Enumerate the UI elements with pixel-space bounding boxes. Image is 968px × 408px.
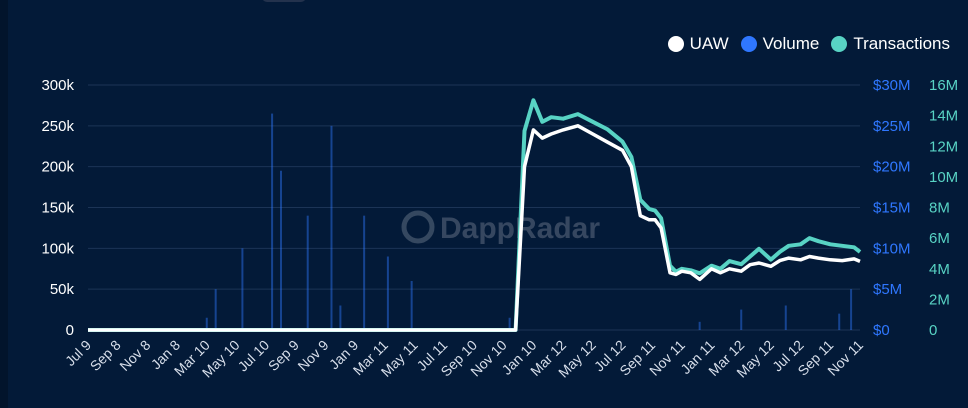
y-tick-label-uaw: 100k xyxy=(41,240,74,257)
y-tick-label-uaw: 150k xyxy=(41,200,74,217)
volume-bar xyxy=(410,281,413,330)
chart-legend: UAW Volume Transactions xyxy=(667,34,950,54)
y-axis-uaw: 0 50k 100k 150k 200k 250k 300k xyxy=(41,77,74,339)
y-tick-label-transactions: 16M xyxy=(929,77,958,94)
y-tick-label-volume: $20M xyxy=(873,159,911,176)
legend-dot-uaw xyxy=(667,36,684,52)
volume-bar xyxy=(850,289,853,330)
volume-bar xyxy=(280,170,282,330)
y-tick-label-volume: $30M xyxy=(873,77,911,94)
volume-bar xyxy=(330,125,333,330)
left-edge-strip xyxy=(0,0,8,408)
top-tab-indicator xyxy=(262,0,306,2)
y-axis-volume: $0 $5M $10M $15M $20M $25M $30M xyxy=(873,77,911,339)
x-tick-label: Sep 9 xyxy=(265,337,302,374)
y-tick-label-transactions: 6M xyxy=(929,230,950,247)
volume-bar xyxy=(205,317,208,330)
legend-item-uaw[interactable]: UAW xyxy=(667,34,729,54)
watermark-circle-icon xyxy=(401,210,435,244)
legend-label-transactions: Transactions xyxy=(853,34,950,53)
legend-item-volume[interactable]: Volume xyxy=(740,34,820,54)
volume-bar xyxy=(838,313,841,330)
x-tick-label: Sep 8 xyxy=(87,337,124,374)
volume-bar xyxy=(306,215,309,330)
y-tick-label-transactions: 4M xyxy=(929,261,950,278)
volume-bar xyxy=(508,317,511,330)
volume-bar xyxy=(339,305,342,330)
legend-label-uaw: UAW xyxy=(689,34,729,53)
y-tick-label-uaw: 300k xyxy=(41,77,74,94)
legend-dot-volume xyxy=(740,36,757,52)
y-tick-label-volume: $10M xyxy=(873,240,911,257)
legend-dot-transactions xyxy=(831,36,848,52)
x-tick-label: Nov 9 xyxy=(294,337,331,374)
x-tick-label: Nov 8 xyxy=(116,337,153,374)
legend-item-transactions[interactable]: Transactions xyxy=(831,34,950,54)
y-tick-label-transactions: 2M xyxy=(929,291,950,308)
y-tick-label-volume: $5M xyxy=(873,281,902,298)
y-tick-label-volume: $15M xyxy=(873,200,911,217)
y-tick-label-uaw: 250k xyxy=(41,118,74,135)
volume-bars xyxy=(205,113,853,330)
y-tick-label-uaw: 200k xyxy=(41,159,74,176)
y-tick-label-transactions: 14M xyxy=(929,108,958,125)
y-tick-label-transactions: 0 xyxy=(929,322,937,339)
series-layer xyxy=(88,98,862,332)
y-tick-label-transactions: 10M xyxy=(929,169,958,186)
volume-bar xyxy=(363,215,366,330)
legend-label-volume: Volume xyxy=(762,34,820,53)
y-tick-label-volume: $25M xyxy=(873,118,911,135)
volume-bar xyxy=(740,309,743,330)
volume-bar xyxy=(698,321,701,330)
volume-bar xyxy=(784,305,787,330)
volume-bar xyxy=(386,256,389,330)
y-tick-label-volume: $0 xyxy=(873,322,890,339)
volume-bar xyxy=(241,248,244,330)
y-tick-label-transactions: 12M xyxy=(929,138,958,155)
x-tick-label: Jul 10 xyxy=(235,337,273,375)
watermark-logo: DappRadar xyxy=(401,210,600,245)
volume-bar xyxy=(214,289,217,330)
series-line-transactions xyxy=(88,98,862,332)
series-line-uaw xyxy=(88,124,861,332)
grid-lines xyxy=(88,84,860,331)
y-tick-label-transactions: 8M xyxy=(929,200,950,217)
y-tick-label-uaw: 0 xyxy=(66,322,74,339)
y-tick-label-uaw: 50k xyxy=(50,281,75,298)
y-axis-transactions: 0 2M 4M 6M 8M 10M 12M 14M 16M xyxy=(929,77,958,339)
volume-bar xyxy=(271,113,274,330)
